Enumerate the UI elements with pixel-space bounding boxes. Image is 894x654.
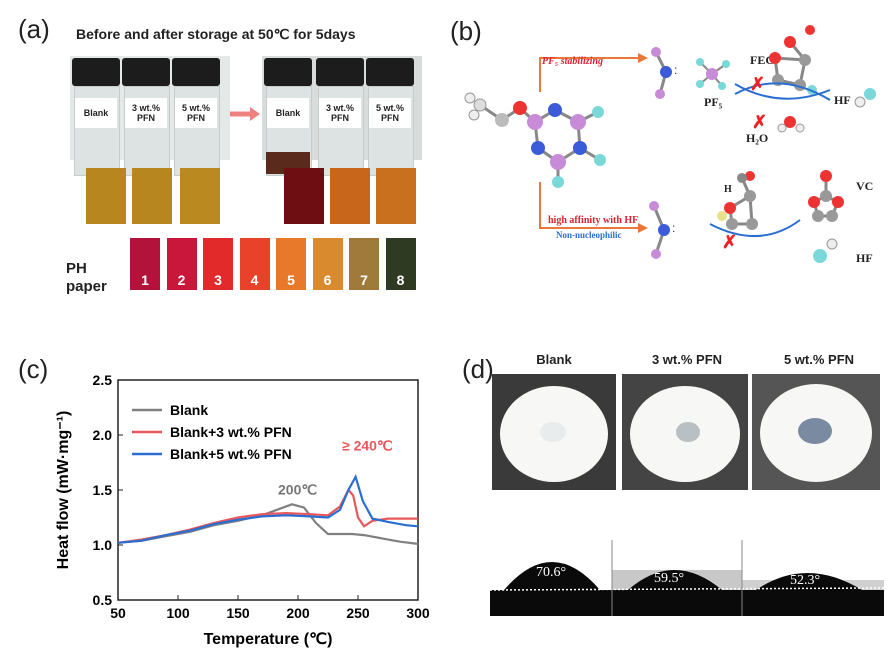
hf-bottom-label: HF [856, 251, 873, 265]
ph-swatch-4: 4 [239, 238, 270, 290]
h-label: H [724, 184, 732, 195]
x-tick-label: 50 [110, 605, 126, 621]
ph-number: 5 [287, 272, 295, 288]
y-tick-label: 2.0 [93, 427, 113, 443]
legend-label-2: Blank+5 wt.% PFN [170, 446, 292, 462]
annotation-240: ≥ 240℃ [342, 437, 393, 453]
strip-before-3pfn [132, 168, 172, 224]
hf-top-label: HF [834, 93, 851, 107]
arrow-bottom [539, 182, 640, 229]
svg-text::: : [672, 221, 675, 235]
wetting-photo-3pfn [622, 374, 748, 490]
plot-frame [117, 379, 419, 601]
ph-number: 8 [396, 272, 405, 288]
vial-after-5pfn: 5 wt.% PFN [366, 58, 414, 176]
ph-swatch-7: 7 [349, 238, 379, 290]
ph-number: 4 [250, 272, 259, 288]
svg-text:✗: ✗ [752, 112, 767, 132]
ph-number: 1 [141, 272, 149, 288]
svg-text::: : [674, 63, 677, 77]
ph-number: 2 [177, 272, 186, 288]
wetting-photo-5pfn [752, 374, 880, 490]
y-tick-label: 1.5 [93, 482, 113, 498]
y-axis-label: Heat flow (mW·mg⁻¹) [55, 411, 72, 570]
vial-before-blank: Blank [72, 58, 120, 176]
droplet-5pfn [756, 573, 862, 590]
panel-d-label: (d) [462, 354, 494, 384]
arrow-top-label: PF₅ stabilizing [542, 56, 603, 67]
fec-label: FEC [750, 53, 774, 67]
strip-after-5pfn [376, 168, 416, 224]
x-tick-label: 200 [286, 605, 310, 621]
pf5-label: PF₅ [704, 95, 723, 109]
ph-swatch-1: 1 [130, 238, 160, 290]
dsc-chart: 50 100 150 200 250 300 0.5 1.0 1.5 2.0 2.5 Temperat… [55, 372, 430, 648]
ph-swatch-6: 6 [312, 238, 343, 290]
legend-label-1: Blank+3 wt.% PFN [170, 424, 292, 440]
ph-number: 7 [360, 272, 368, 288]
y-tick-label: 1.0 [93, 537, 113, 553]
h2o-label: H₂O [746, 131, 768, 145]
ph-label: PH paper [66, 260, 107, 296]
arrow-bottom-label2: Non-nucleophilic [556, 230, 622, 240]
contact-angle-blank: 70.6° [536, 565, 566, 580]
vial-before-5pfn: 5 wt.% PFN [172, 58, 220, 176]
panel-a-label: (a) [18, 14, 50, 44]
ph-label-line1: PH [66, 260, 87, 277]
y-tick-label: 2.5 [93, 372, 113, 388]
contact-angle-images: 70.6° 59.5° 52.3° [490, 540, 884, 616]
series-line-2 [117, 473, 419, 544]
vial-label: Blank [267, 98, 309, 128]
vial-after-blank: Blank [264, 58, 312, 176]
wetting-photo-blank [492, 374, 616, 490]
panel-c-label: (c) [18, 354, 49, 384]
sample-name-5pfn: 5 wt.% PFN [783, 352, 855, 367]
arrow-top [539, 57, 640, 92]
x-tick-label: 100 [166, 605, 190, 621]
svg-text:✗: ✗ [722, 232, 737, 252]
strip-before-5pfn [180, 168, 220, 224]
annotation-200: 200℃ [278, 481, 317, 497]
ph-swatch-3: 3 [203, 238, 233, 290]
ph-swatch-2: 2 [166, 238, 197, 290]
ph-swatch-8: 8 [385, 238, 416, 290]
vial-label: 3 wt.% PFN [125, 98, 167, 128]
x-tick-label: 150 [226, 605, 250, 621]
strip-after-3pfn [330, 168, 370, 224]
panel-a-title: Before and after storage at 50℃ for 5day… [76, 26, 356, 42]
vial-after-3pfn: 3 wt.% PFN [316, 58, 364, 176]
y-tick-label: 0.5 [93, 592, 113, 608]
contact-angle-5pfn: 52.3° [790, 573, 820, 588]
droplet-3pfn [628, 570, 722, 590]
ph-label-line2: paper [66, 278, 107, 295]
x-axis-label: Temperature (℃) [204, 631, 333, 648]
sample-name-3pfn: 3 wt.% PFN [651, 352, 723, 367]
legend-label-0: Blank [170, 402, 208, 418]
strip-after-blank [284, 168, 324, 224]
series-line-0 [117, 503, 419, 545]
reaction-scheme-diagram: PF₅ stabilizing high affinity with HF No… [464, 25, 876, 265]
vc-label: VC [856, 179, 873, 193]
vial-label: 5 wt.% PFN [175, 98, 217, 128]
vial-label: Blank [75, 98, 117, 128]
ph-number: 3 [214, 272, 222, 288]
contact-angle-3pfn: 59.5° [654, 571, 684, 586]
vial-label: 5 wt.% PFN [369, 98, 411, 128]
ph-swatch-5: 5 [276, 238, 306, 290]
x-tick-label: 300 [406, 605, 430, 621]
storage-arrow-icon [228, 106, 262, 127]
strip-before-blank [86, 168, 126, 224]
vial-label: 3 wt.% PFN [319, 98, 361, 128]
ph-number: 6 [323, 272, 332, 288]
svg-text:✗: ✗ [750, 74, 765, 94]
x-tick-label: 250 [346, 605, 370, 621]
droplet-blank [504, 562, 600, 590]
panel-b-label: (b) [450, 16, 482, 46]
sample-name-blank: Blank [536, 352, 572, 367]
vial-before-3pfn: 3 wt.% PFN [122, 58, 170, 176]
arrow-bottom-label1: high affinity with HF [548, 215, 638, 226]
